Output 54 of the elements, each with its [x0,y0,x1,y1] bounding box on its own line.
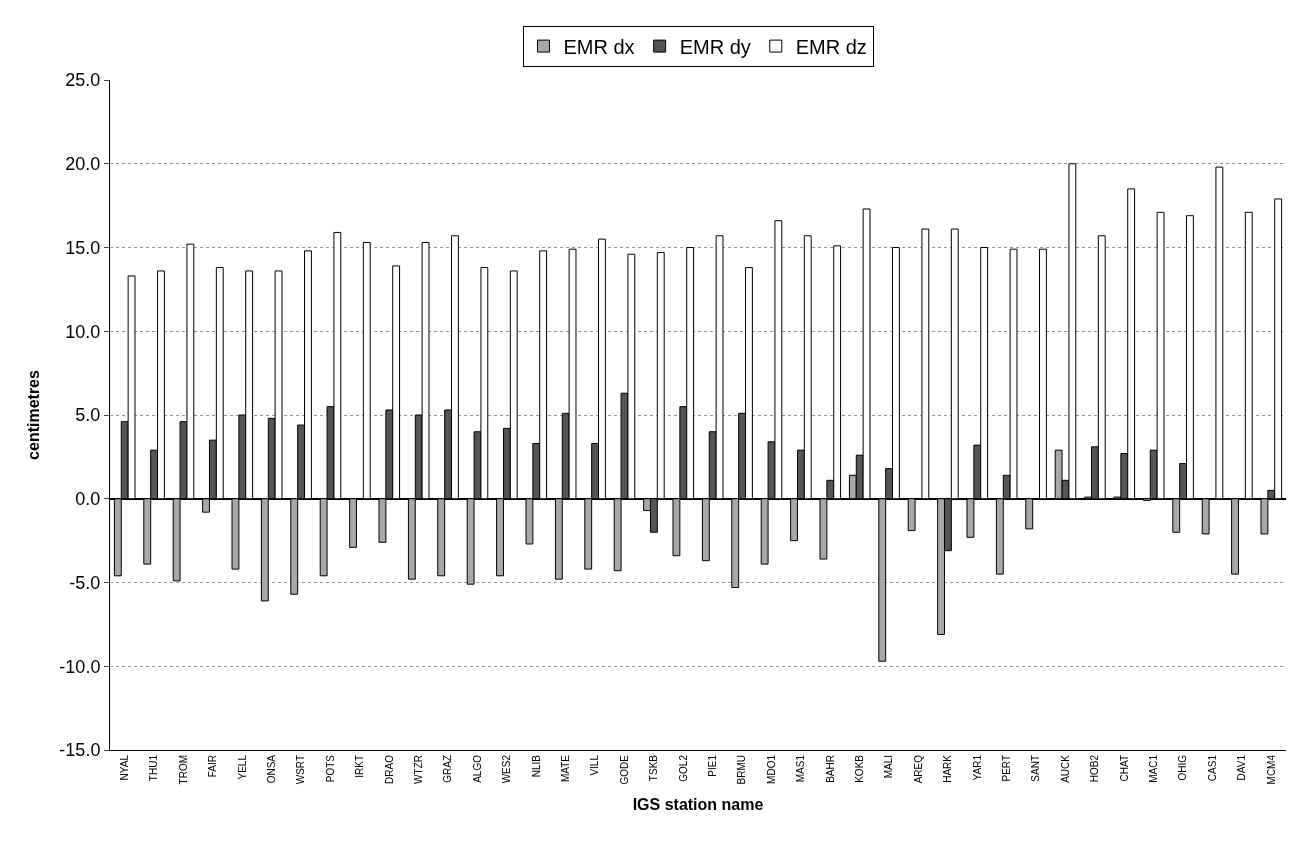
x-tick-label: IRKT [354,755,366,778]
x-tick-label: CAS1 [1206,754,1218,782]
y-tick-label: 0.0 [75,489,101,510]
x-tick-label: WES2 [501,754,513,784]
x-tick-label: BRMU [736,755,748,785]
x-tick-label: HOB2 [1089,754,1101,783]
x-tick-label: GOL2 [677,754,689,782]
x-tick-label: MAC1 [1147,754,1159,783]
x-tick-label: SANT [1030,755,1042,782]
x-tick-label: ALGO [471,754,483,783]
y-tick-label: -10.0 [59,656,101,677]
x-tick-label: NLIB [530,754,542,778]
x-tick-label: BAHR [824,755,836,783]
x-tick-label: CHAT [1118,755,1130,782]
x-tick-label: WSRT [295,755,307,785]
legend-label: EMR dz [795,35,867,58]
x-tick-label: PIE1 [706,754,718,777]
x-tick-label: GRAZ [442,755,454,783]
x-tick-label: PERT [1000,755,1012,782]
y-tick-label: -15.0 [59,740,101,761]
y-tick-label: 15.0 [65,237,101,258]
x-tick-label: TROM [177,755,189,785]
x-tick-label: YELL [236,754,248,780]
x-tick-label: VILL [589,754,601,776]
x-tick-label: YAR1 [971,754,983,781]
x-tick-label: FAIR [207,755,219,778]
x-tick-label: MCM4 [1265,754,1277,785]
legend-label: EMR dy [679,35,751,58]
y-tick-label: 20.0 [65,154,101,175]
y-tick-label: 25.0 [65,70,101,91]
x-tick-label: MAS1 [795,754,807,783]
x-tick-label: MALI [883,755,895,779]
x-tick-label: THU1 [148,754,160,782]
x-tick-label: OHIG [1177,754,1189,781]
x-tick-label: NYAL [118,754,130,781]
x-tick-label: KOKB [853,754,865,783]
x-tick-label: MDO1 [765,754,777,784]
x-tick-label: HARK [942,754,954,783]
x-tick-label: TSKB [648,754,660,782]
x-tick-label: DAV1 [1236,754,1248,781]
x-axis-title: IGS station name [632,796,764,814]
y-tick-label: -5.0 [69,572,101,593]
y-axis-title: centimetres [25,369,43,460]
x-tick-label: ONSA [265,754,277,784]
x-tick-label: POTS [324,754,336,783]
x-tick-label: WTZR [412,755,424,784]
y-tick-label: 5.0 [75,405,101,426]
x-tick-label: DRAO [383,754,395,784]
x-tick-label: MATE [559,754,571,783]
x-tick-label: AREQ [912,754,924,784]
x-tick-label: AUCK [1059,754,1071,783]
x-tick-label: GODE [618,754,630,785]
y-tick-label: 10.0 [65,321,101,342]
legend-label: EMR dx [563,35,635,58]
